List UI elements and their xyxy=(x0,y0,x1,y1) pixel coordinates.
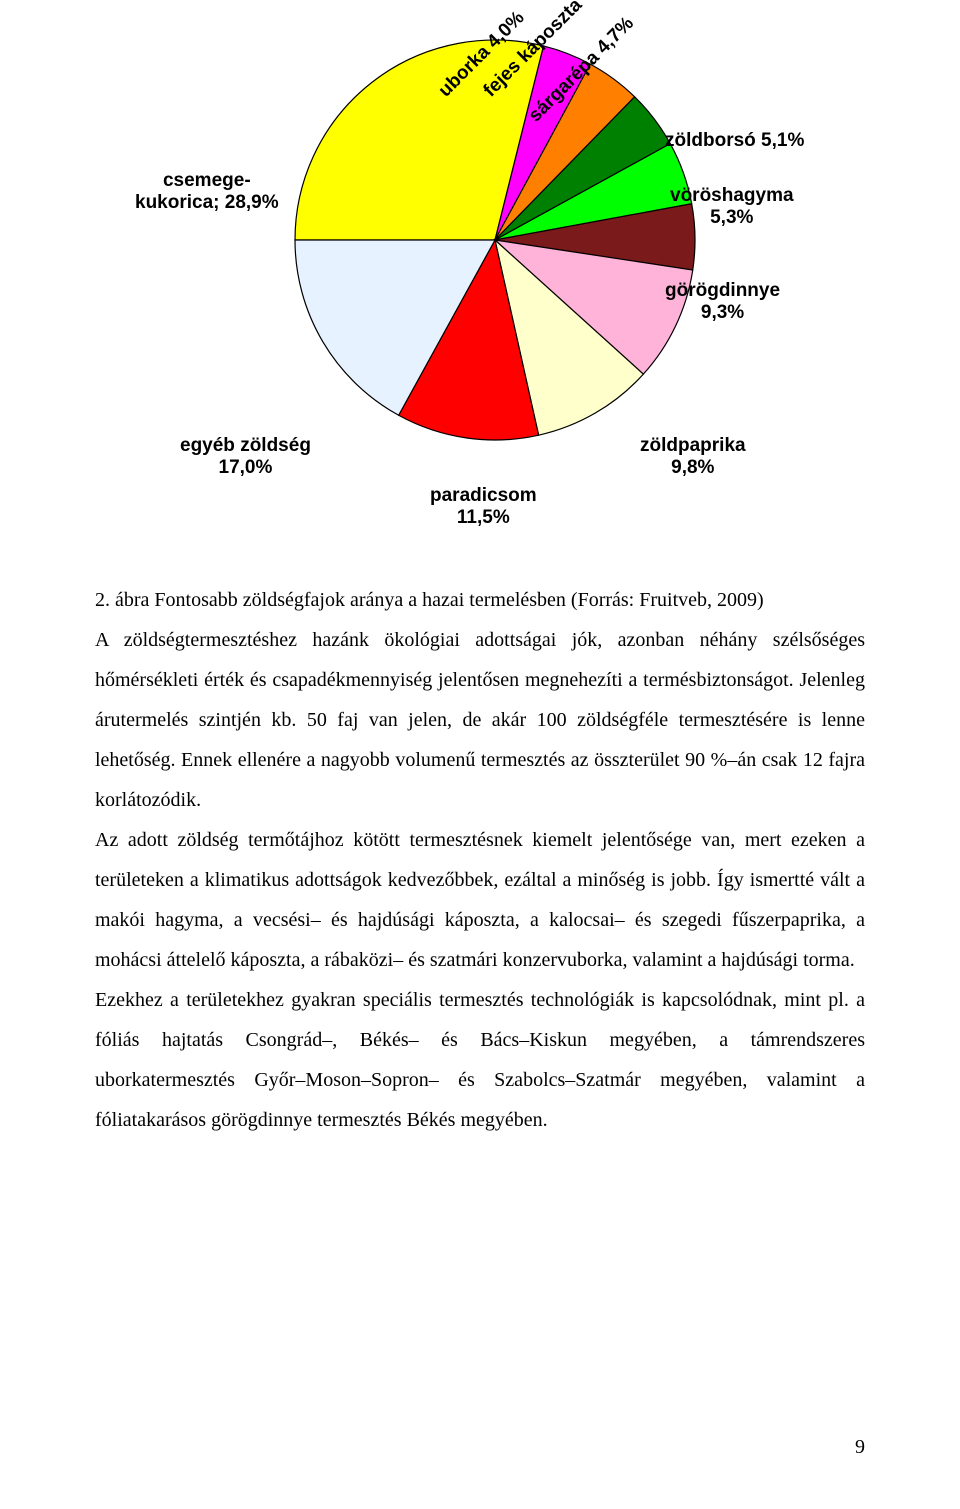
pie-label: paradicsom 11,5% xyxy=(430,485,537,529)
paragraph-3: Ezekhez a területekhez gyakran speciális… xyxy=(95,989,865,1131)
pie-chart: csemege- kukorica; 28,9%uborka 4,0%fejes… xyxy=(95,0,865,570)
page-number: 9 xyxy=(855,1436,865,1459)
pie-label: csemege- kukorica; 28,9% xyxy=(135,170,279,214)
caption: 2. ábra Fontosabb zöldségfajok aránya a … xyxy=(95,589,764,611)
paragraph-2: Az adott zöldség termőtájhoz kötött term… xyxy=(95,829,865,971)
body-text: 2. ábra Fontosabb zöldségfajok aránya a … xyxy=(95,580,865,1140)
paragraph-1: A zöldségtermesztéshez hazánk ökológiai … xyxy=(95,629,865,811)
pie-label: egyéb zöldség 17,0% xyxy=(180,435,311,479)
pie-label: zöldborsó 5,1% xyxy=(665,130,804,152)
pie-label: vöröshagyma 5,3% xyxy=(670,185,794,229)
pie-label: zöldpaprika 9,8% xyxy=(640,435,746,479)
pie-label: görögdinnye 9,3% xyxy=(665,280,780,324)
